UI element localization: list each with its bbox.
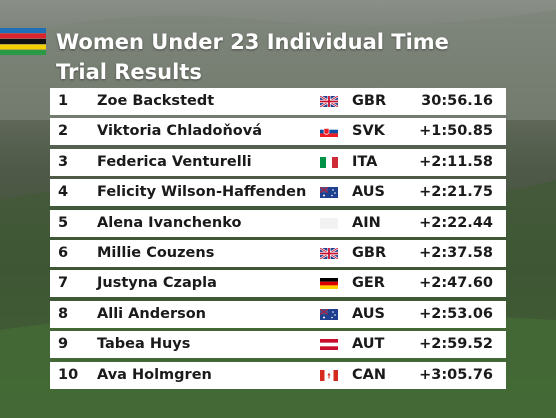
rank: 4 [58,184,69,201]
nation: ITA [352,153,378,170]
flag [320,126,338,138]
time: +3:05.76 [419,366,493,383]
rider-name: Millie Couzens [97,244,215,261]
rank: 1 [58,93,69,109]
result-row: 5 Alena Ivanchenko AIN +2:22.44 [50,209,506,237]
result-row: 2 Viktoria Chladoňová SVK +1:50.85 [50,118,506,146]
time: +2:11.58 [419,153,493,170]
rank: 6 [58,244,69,261]
rider-name: Justyna Czapla [97,275,217,292]
result-row: 8 Alli Anderson AUS +2:53.06 [50,300,506,328]
nation: SVK [352,123,385,140]
rainbow-stripes [0,28,46,55]
title: Women Under 23 Individual Time Trial Res… [56,30,449,84]
rider-name: Alena Ivanchenko [97,214,242,231]
rank: 8 [58,305,69,322]
flag [320,156,338,168]
nation: AUS [352,184,385,201]
rank: 10 [58,366,79,383]
rank: 2 [58,123,69,140]
time: +2:53.06 [419,305,493,322]
rider-name: Ava Holmgren [97,366,212,383]
result-row: 1 Zoe Backstedt GBR 30:56.16 [50,88,506,115]
flag [320,247,338,259]
flag [320,308,338,320]
flag [320,369,338,381]
time: +1:50.85 [419,123,493,140]
rank: 5 [58,214,69,231]
rider-name: Zoe Backstedt [97,93,215,109]
result-row: 3 Federica Venturelli ITA +2:11.58 [50,148,506,176]
time: +2:21.75 [419,184,493,201]
rider-name: Viktoria Chladoňová [97,123,263,140]
time: +2:37.58 [419,244,493,261]
flag [320,187,338,199]
nation: AUS [352,305,385,322]
nation: GBR [352,244,387,261]
flag [320,217,338,229]
rank: 7 [58,275,69,292]
rank: 9 [58,336,69,353]
time: 30:56.16 [421,93,493,109]
time: +2:22.44 [419,214,493,231]
time: +2:47.60 [419,275,493,292]
time: +2:59.52 [419,336,493,353]
flag [320,96,338,107]
rider-name: Felicity Wilson-Haffenden [97,184,307,201]
results-table: 1 Zoe Backstedt GBR 30:56.16 2 Viktoria Chlad… [50,88,506,392]
result-row: 9 Tabea Huys AUT +2:59.52 [50,331,506,359]
result-row: 4 Felicity Wilson-Haffenden AUS +2:21.75 [50,179,506,207]
rider-name: Federica Venturelli [97,153,252,170]
rider-name: Alli Anderson [97,305,207,322]
result-row: 6 Millie Couzens GBR +2:37.58 [50,239,506,267]
rank: 3 [58,153,69,170]
flag [320,339,338,351]
nation: CAN [352,366,386,383]
rider-name: Tabea Huys [97,336,191,353]
nation: AIN [352,214,381,231]
nation: GER [352,275,385,292]
result-row: 7 Justyna Czapla GER +2:47.60 [50,270,506,298]
flag [320,278,338,290]
result-row: 10 Ava Holmgren CAN +3:05.76 [50,361,506,389]
nation: AUT [352,336,385,353]
nation: GBR [352,93,387,109]
